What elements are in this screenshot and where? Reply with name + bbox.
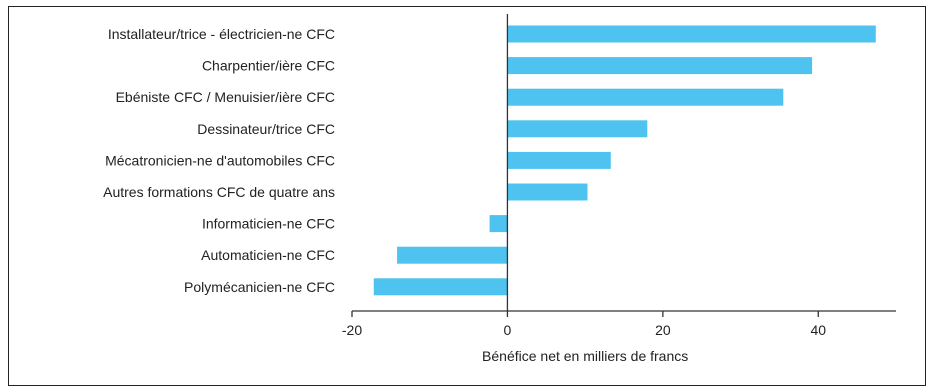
bar-6: [507, 183, 588, 201]
bar-3: [507, 88, 784, 106]
category-label-5: Mécatronicien-ne d'automobiles CFC: [105, 152, 335, 168]
x-tick-label: 0: [504, 322, 512, 338]
x-tick-label: 40: [810, 322, 826, 338]
category-label-7: Informaticien-ne CFC: [202, 216, 335, 232]
category-label-9: Polymécanicien-ne CFC: [184, 279, 335, 295]
category-label-4: Dessinateur/trice CFC: [197, 121, 335, 137]
bar-9: [373, 278, 508, 296]
category-label-6: Autres formations CFC de quatre ans: [103, 184, 335, 200]
category-label-2: Charpentier/ière CFC: [202, 58, 335, 74]
x-tick-label: 20: [655, 322, 671, 338]
x-tick-label: -20: [342, 322, 362, 338]
bar-8: [397, 246, 508, 264]
category-label-1: Installateur/trice - électricien-ne CFC: [108, 26, 335, 42]
bar-4: [507, 120, 648, 138]
category-label-8: Automaticien-ne CFC: [201, 247, 335, 263]
bar-chart: Installateur/trice - électricien-ne CFC C…: [103, 14, 896, 364]
category-label-3: Ebéniste CFC / Menuisier/ière CFC: [116, 89, 335, 105]
bar-1: [507, 25, 876, 43]
x-axis-title: Bénéfice net en milliers de francs: [482, 348, 688, 364]
bars-layer: [373, 25, 876, 296]
bar-5: [507, 151, 611, 169]
bar-7: [489, 215, 508, 233]
category-labels: Installateur/trice - électricien-ne CFC C…: [103, 26, 335, 295]
x-axis-ticks: -20 0 20 40: [342, 311, 826, 338]
bar-2: [507, 57, 813, 75]
